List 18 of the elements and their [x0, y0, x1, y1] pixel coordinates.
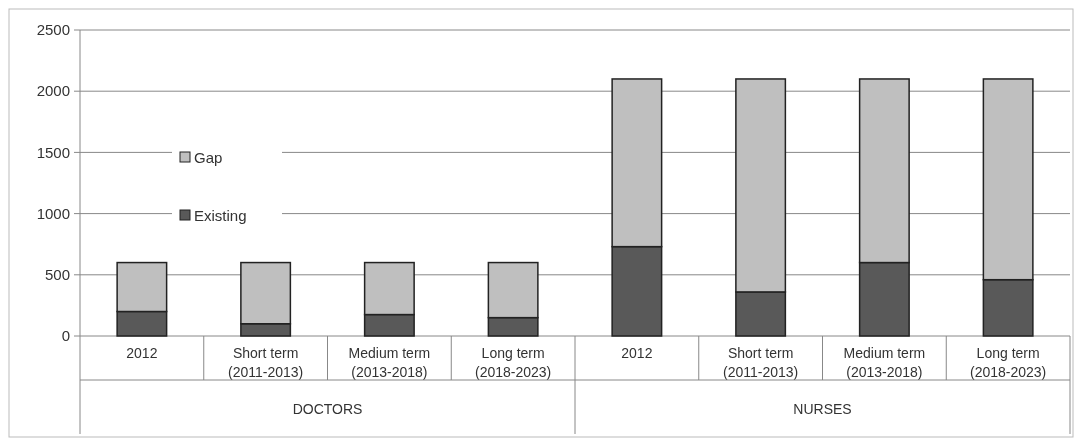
y-tick-label: 1000 — [36, 204, 70, 222]
y-tick-label: 2500 — [36, 21, 70, 39]
y-tick-label: 2000 — [36, 82, 70, 100]
y-tick-label: 0 — [61, 327, 70, 345]
x-tick-label: Short term (2011-2013) — [228, 345, 304, 380]
x-tick-label: 2012 — [126, 345, 158, 361]
y-tick-label: 500 — [44, 266, 70, 284]
x-tick-label: Medium term (2013-2018) — [348, 345, 431, 380]
x-tick-label: Long term (2018-2023) — [969, 345, 1047, 380]
text: NURSES — [793, 401, 852, 417]
text: DOCTORS — [292, 401, 363, 417]
x-tick-label: Long term (2018-2023) — [474, 345, 552, 380]
x-tick-label: Short term (2011-2013) — [723, 345, 799, 380]
x-tick-label: Medium term (2013-2018) — [843, 345, 926, 380]
y-tick-label: 1500 — [36, 143, 70, 161]
legend-label: Gap — [194, 149, 223, 167]
x-tick-label: 2012 — [621, 345, 653, 361]
legend-label: Existing — [194, 207, 247, 225]
